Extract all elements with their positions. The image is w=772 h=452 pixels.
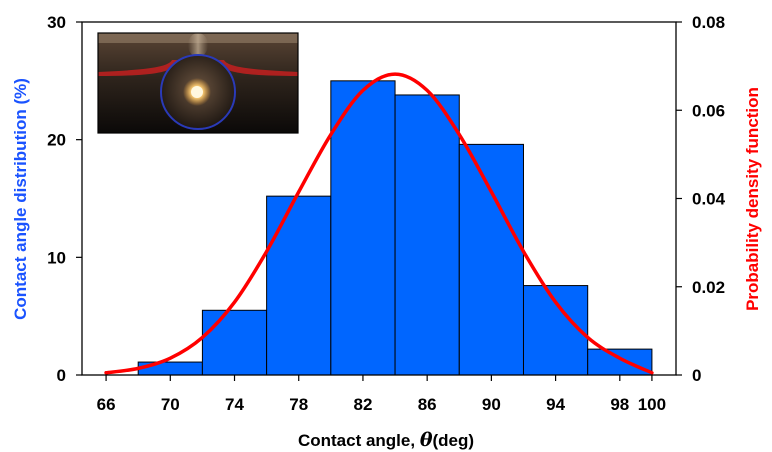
histogram-bar: [458, 143, 524, 376]
histogram-bar: [266, 195, 332, 376]
histogram-bar: [330, 80, 396, 376]
histogram-bar: [201, 309, 268, 376]
x-tick-label: 86: [418, 395, 437, 414]
y-left-tick-label: 10: [47, 248, 66, 267]
x-tick-label: 100: [638, 395, 666, 414]
x-tick-label: 74: [225, 395, 244, 414]
y-right-tick-label: 0.06: [692, 101, 725, 120]
probability-density-curve: [104, 72, 654, 375]
histogram-bar: [587, 348, 653, 376]
y-right-tick-label: 0: [692, 366, 701, 385]
histogram-bar: [137, 361, 203, 376]
y-right-tick-label: 0.02: [692, 278, 725, 297]
histogram-bar: [394, 94, 460, 376]
y-axis-left: 0 10 20 30: [47, 13, 82, 385]
y-left-tick-label: 0: [57, 366, 66, 385]
x-tick-label: 98: [610, 395, 629, 414]
x-tick-label: 66: [97, 395, 116, 414]
y-axis-right-title: Probability density function: [743, 87, 762, 311]
y-axis-left-title: Contact angle distribution (%): [11, 78, 30, 320]
y-left-tick-label: 30: [47, 13, 66, 32]
x-tick-label: 70: [161, 395, 180, 414]
x-tick-label: 94: [546, 395, 565, 414]
x-tick-label: 82: [353, 395, 372, 414]
y-right-tick-label: 0.08: [692, 13, 725, 32]
x-axis: 66 70 74 78 82 86 90 94 98 100: [97, 375, 666, 414]
y-axis-right: 0 0.02 0.04 0.06 0.08: [676, 13, 726, 385]
x-tick-label: 90: [482, 395, 501, 414]
bar-series: [137, 80, 653, 376]
x-tick-label: 78: [289, 395, 308, 414]
droplet-inset-photo: [97, 32, 299, 134]
y-right-tick-label: 0.04: [692, 190, 726, 209]
y-left-tick-label: 20: [47, 131, 66, 150]
x-axis-title: Contact angle, θ(deg): [298, 429, 474, 451]
